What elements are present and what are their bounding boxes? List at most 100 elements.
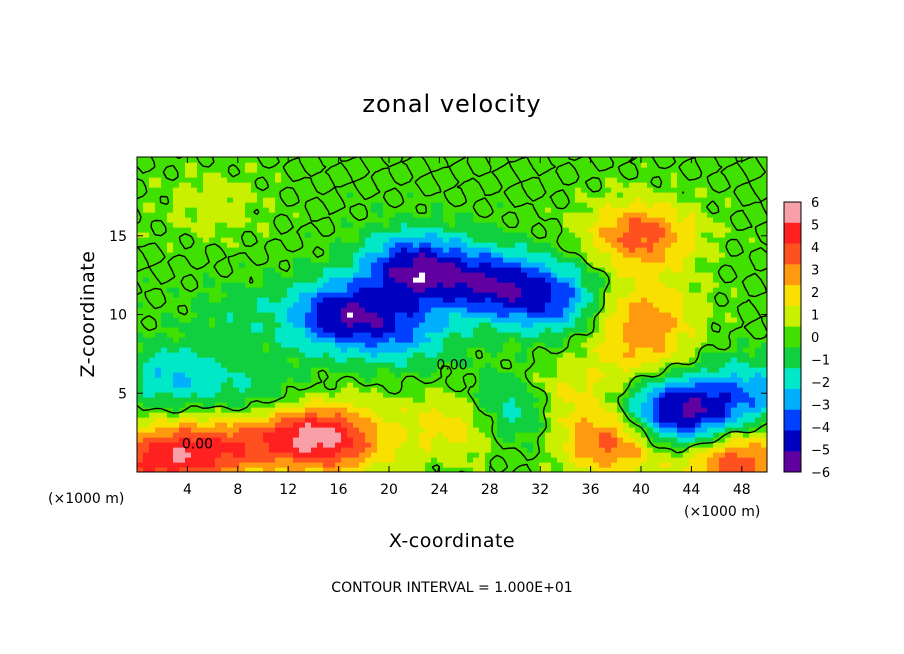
- heat-cell: [713, 242, 720, 248]
- heat-cell: [329, 242, 336, 248]
- heat-cell: [221, 287, 228, 293]
- heat-cell: [671, 342, 678, 348]
- heat-cell: [209, 417, 216, 423]
- heat-cell: [575, 317, 582, 323]
- heat-cell: [251, 457, 258, 463]
- heat-cell: [221, 377, 228, 383]
- heat-cell: [413, 352, 420, 358]
- heat-cell: [143, 412, 150, 418]
- heat-cell: [143, 382, 150, 388]
- heat-cell: [245, 232, 252, 238]
- heat-cell: [455, 357, 462, 363]
- heat-cell: [743, 457, 750, 463]
- heat-cell: [461, 422, 468, 428]
- heat-cell: [305, 402, 312, 408]
- heat-cell: [191, 297, 198, 303]
- heat-cell: [257, 342, 264, 348]
- heat-cell: [683, 407, 690, 413]
- heat-cell: [551, 442, 558, 448]
- heat-cell: [173, 427, 180, 433]
- heat-cell: [563, 382, 570, 388]
- heat-cell: [647, 462, 654, 468]
- heat-cell: [491, 437, 498, 443]
- heat-cell: [635, 377, 642, 383]
- heat-cell: [545, 462, 552, 468]
- heat-cell: [509, 432, 516, 438]
- heat-cell: [761, 317, 767, 323]
- heat-cell: [287, 452, 294, 458]
- heat-cell: [239, 427, 246, 433]
- heat-cell: [245, 292, 252, 298]
- heat-cell: [161, 382, 168, 388]
- heat-cell: [257, 257, 264, 263]
- heat-cell: [671, 247, 678, 253]
- heat-cell: [509, 287, 516, 293]
- heat-cell: [665, 317, 672, 323]
- heat-cell: [305, 297, 312, 303]
- heat-cell: [293, 382, 300, 388]
- heat-cell: [755, 452, 762, 458]
- heat-cell: [221, 237, 228, 243]
- heat-cell: [515, 397, 522, 403]
- heat-cell: [755, 382, 762, 388]
- heat-cell: [569, 442, 576, 448]
- heat-cell: [605, 412, 612, 418]
- heat-cell: [713, 377, 720, 383]
- heat-cell: [587, 312, 594, 318]
- heat-cell: [719, 242, 726, 248]
- heat-cell: [275, 467, 282, 472]
- heat-cell: [335, 337, 342, 343]
- heat-cell: [599, 302, 606, 308]
- heat-cell: [239, 362, 246, 368]
- heat-cell: [143, 277, 150, 283]
- heat-cell: [479, 332, 486, 338]
- heat-cell: [227, 412, 234, 418]
- heat-cell: [155, 417, 162, 423]
- heat-cell: [449, 407, 456, 413]
- heat-cell: [449, 252, 456, 258]
- heat-cell: [737, 412, 744, 418]
- heat-cell: [419, 362, 426, 368]
- heat-cell: [227, 422, 234, 428]
- heat-cell: [419, 307, 426, 313]
- heat-cell: [191, 302, 198, 308]
- heat-cell: [557, 407, 564, 413]
- heat-cell: [539, 442, 546, 448]
- heat-cell: [701, 357, 708, 363]
- heat-cell: [299, 237, 306, 243]
- heat-cell: [305, 367, 312, 373]
- heat-cell: [239, 392, 246, 398]
- heat-cell: [203, 467, 210, 472]
- heat-cell: [695, 462, 702, 468]
- heat-cell: [275, 242, 282, 248]
- heat-cell: [689, 372, 696, 378]
- heat-cell: [659, 292, 666, 298]
- heat-cell: [635, 367, 642, 373]
- heat-cell: [665, 367, 672, 373]
- heat-cell: [395, 462, 402, 468]
- heat-cell: [209, 277, 216, 283]
- heat-cell: [635, 442, 642, 448]
- heat-cell: [647, 372, 654, 378]
- heat-cell: [569, 457, 576, 463]
- heat-cell: [197, 307, 204, 313]
- heat-cell: [341, 397, 348, 403]
- heat-cell: [335, 447, 342, 453]
- heat-cell: [419, 247, 426, 253]
- heat-cell: [437, 387, 444, 393]
- heat-cell: [401, 362, 408, 368]
- heat-cell: [227, 292, 234, 298]
- heat-cell: [503, 322, 510, 328]
- heat-cell: [455, 332, 462, 338]
- heat-cell: [353, 372, 360, 378]
- heat-cell: [677, 437, 684, 443]
- heat-cell: [245, 422, 252, 428]
- heat-cell: [689, 262, 696, 268]
- heat-cell: [167, 397, 174, 403]
- heat-cell: [287, 287, 294, 293]
- heat-cell: [407, 362, 414, 368]
- heat-cell: [743, 367, 750, 373]
- heat-cell: [401, 322, 408, 328]
- heat-cell: [563, 387, 570, 393]
- heat-cell: [533, 427, 540, 433]
